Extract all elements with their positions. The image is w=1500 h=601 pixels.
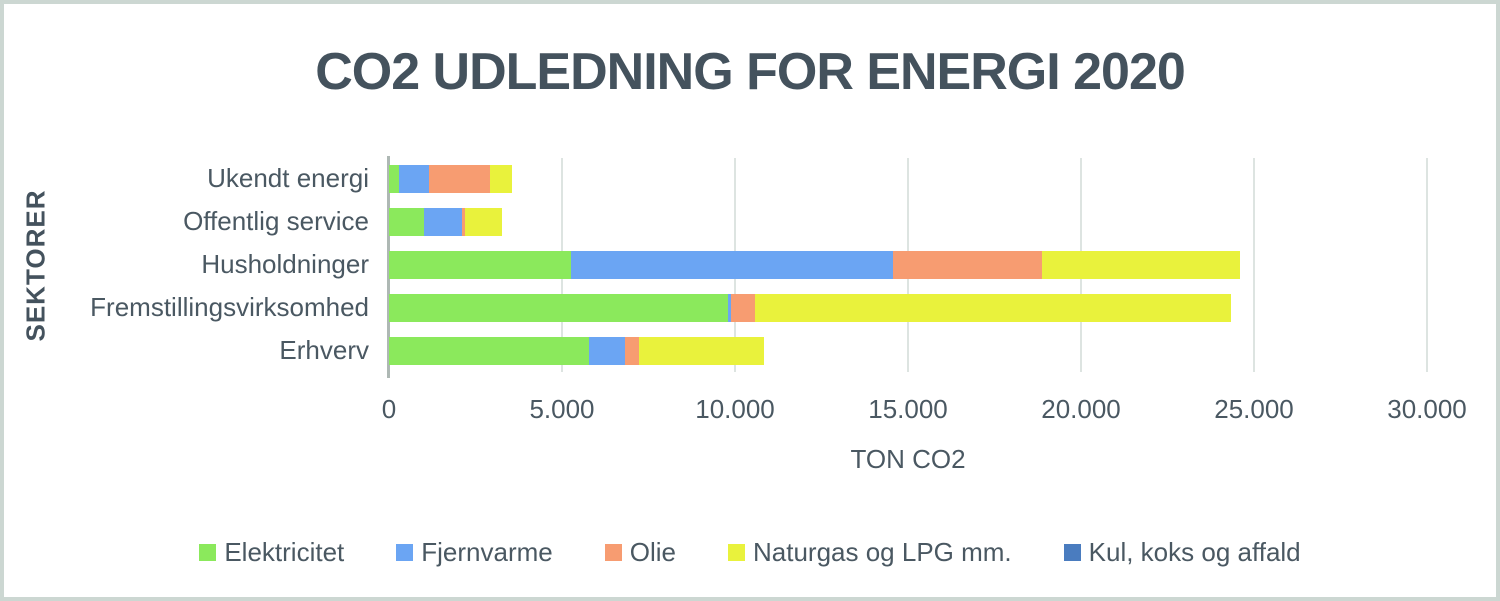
- category-label: Erhverv: [279, 334, 369, 365]
- gridline: [1426, 158, 1428, 372]
- bar-segment: [428, 165, 490, 194]
- bar-segment: [755, 293, 1231, 322]
- legend-label: Fjernvarme: [421, 537, 553, 567]
- bar-segment: [489, 165, 513, 194]
- bar-row: [389, 251, 1240, 279]
- legend-label: Olie: [629, 537, 676, 567]
- bar-segment: [423, 208, 462, 237]
- x-tick-label: 5.000: [529, 394, 595, 424]
- bar-segment: [638, 336, 765, 365]
- x-axis-line: [387, 156, 390, 378]
- legend-item: Kul, koks og affald: [1063, 537, 1301, 568]
- legend-swatch-icon: [396, 544, 414, 561]
- legend-item: Fjernvarme: [396, 537, 553, 568]
- bar-segment: [728, 293, 731, 322]
- legend: Elektricitet Fjernvarme Olie Naturgas og LP…: [4, 537, 1496, 568]
- bar-segment: [1042, 251, 1240, 279]
- x-tick-label: 10.000: [695, 394, 775, 424]
- x-tick-label: 15.000: [868, 394, 948, 424]
- category-label: Ukendt energi: [207, 163, 369, 194]
- bar-row: [389, 293, 1231, 322]
- legend-swatch-icon: [604, 544, 622, 561]
- bar-segment: [570, 251, 894, 279]
- bar-segment: [389, 293, 729, 322]
- x-tick-label: 0: [381, 394, 397, 424]
- category-label: Offentlig service: [183, 206, 369, 237]
- bar-segment: [389, 208, 424, 237]
- bar-row: [389, 208, 503, 237]
- plot-area: [387, 156, 1428, 378]
- legend-item: Olie: [604, 537, 676, 568]
- legend-label: Kul, koks og affald: [1088, 537, 1301, 567]
- x-tick-label: 30.000: [1387, 394, 1467, 424]
- legend-label: Naturgas og LPG mm.: [753, 537, 1012, 567]
- bar-segment: [461, 208, 465, 237]
- category-label: Husholdninger: [201, 249, 369, 279]
- x-tick-label: 20.000: [1041, 394, 1121, 424]
- legend-swatch-icon: [728, 544, 745, 561]
- bar-segment: [588, 336, 625, 365]
- legend-label: Elektricitet: [224, 537, 345, 567]
- bar-segment: [389, 336, 589, 365]
- category-label: Fremstillingsvirksomhed: [90, 291, 369, 322]
- legend-swatch-icon: [199, 544, 217, 561]
- bar-segment: [389, 251, 571, 279]
- legend-swatch-icon: [1063, 544, 1081, 561]
- bar-segment: [893, 251, 1043, 279]
- bar-segment: [464, 208, 503, 237]
- bar-segment: [624, 336, 639, 365]
- bar-row: [389, 165, 513, 194]
- chart-title: CO2 UDLEDNING FOR ENERGI 2020: [315, 43, 1186, 101]
- bar-row: [389, 336, 765, 365]
- bar-segment: [730, 293, 756, 322]
- gridline: [1253, 158, 1255, 372]
- bar-segment: [399, 165, 429, 194]
- bar-segment: [389, 165, 400, 194]
- legend-item: Elektricitet: [199, 537, 344, 568]
- x-axis-title: TON CO2: [850, 444, 966, 474]
- legend-item: Naturgas og LPG mm.: [728, 537, 1012, 568]
- x-tick-label: 25.000: [1214, 394, 1294, 424]
